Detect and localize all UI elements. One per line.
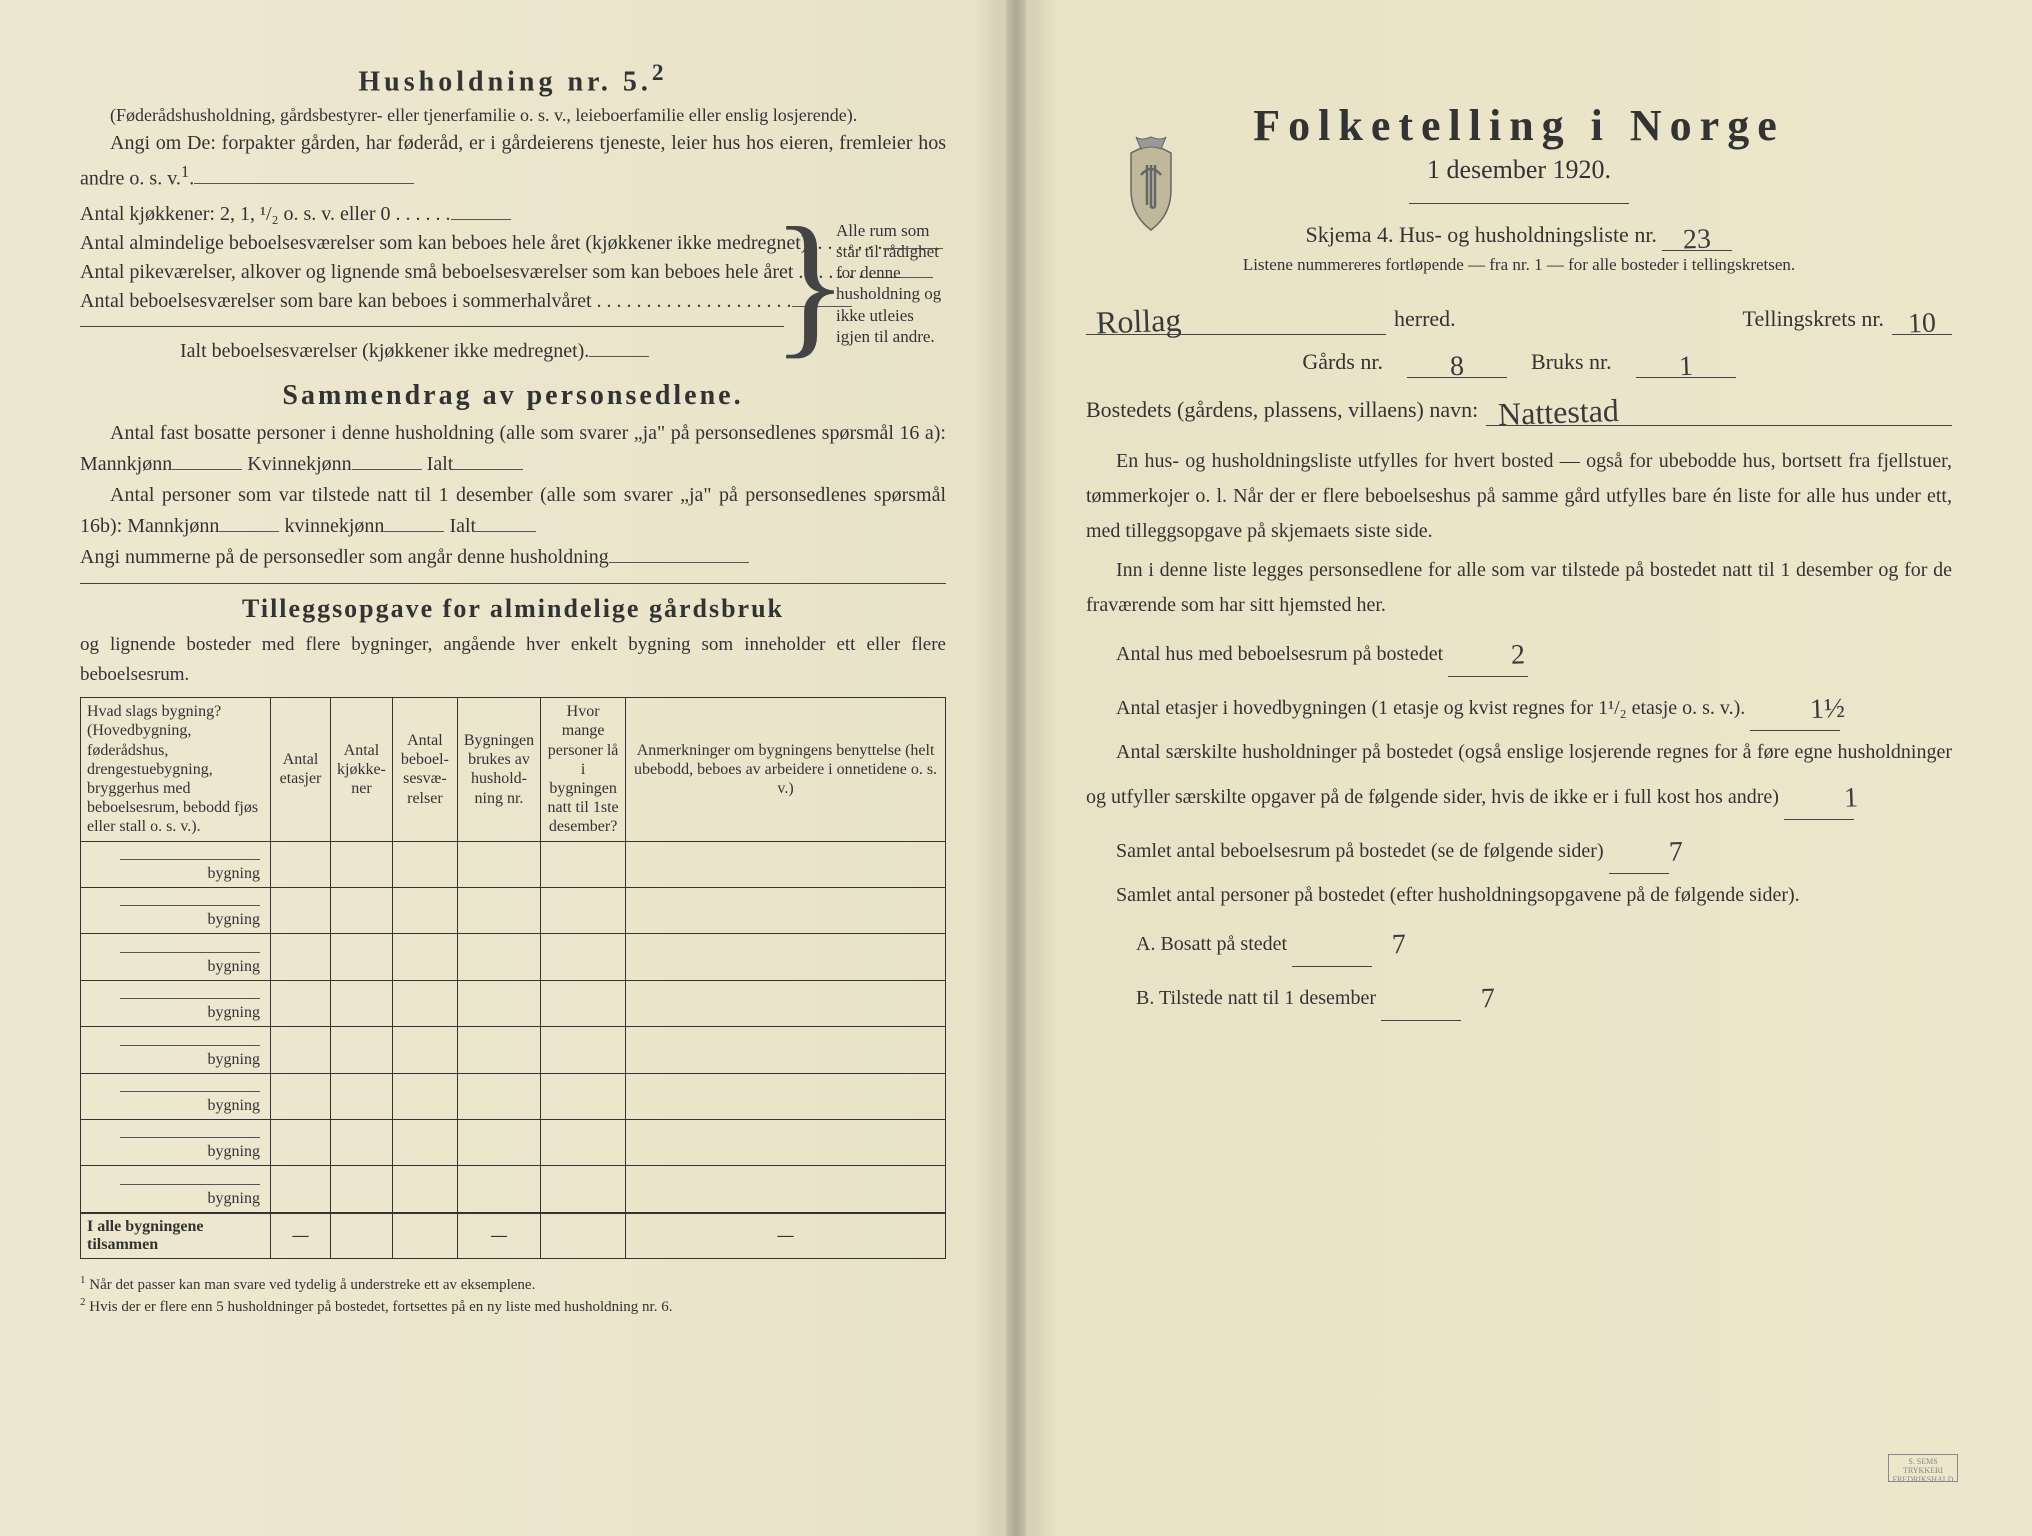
krets-nr-value: 10 [1907, 308, 1936, 341]
table-row: bygning [81, 1119, 946, 1165]
bruks-nr-value: 1 [1678, 351, 1693, 383]
herred-value: Rollag [1095, 302, 1182, 342]
th-kjokken: Antal kjøkke­ner [331, 698, 393, 841]
main-title: Folketelling i Norge [1086, 100, 1952, 151]
tilstede-line: B. Tilstede natt til 1 desember 7 [1086, 971, 1952, 1021]
document-spread: Husholdning nr. 5.2 (Føderådshusholdning… [0, 0, 2032, 1536]
table-row: bygning [81, 841, 946, 887]
footnotes: 1 Når det passer kan man svare ved tydel… [80, 1273, 946, 1318]
heading-sup: 2 [652, 60, 668, 86]
samlet-pers-line: Samlet antal personer på bostedet (efter… [1086, 878, 1952, 913]
table-row: bygning [81, 1027, 946, 1073]
tillegg-heading: Tilleggsopgave for almindelige gårdsbruk [80, 594, 946, 624]
sammendrag-p3: Angi nummerne på de personsedler som ang… [80, 542, 946, 573]
samlet-rum-value: 7 [1638, 827, 1684, 878]
bygning-table: Hvad slags bygning? (Hovedbygning, føder… [80, 697, 946, 1258]
sammendrag-p2: Antal personer som var tilstede natt til… [80, 480, 946, 542]
coat-of-arms-icon [1111, 135, 1191, 235]
bygning-tbody: bygning bygning bygning bygning bygning … [81, 841, 946, 1258]
date-subtitle: 1 desember 1920. [1086, 155, 1952, 185]
etasjer-value: 1½ [1779, 684, 1846, 735]
para2: Inn i denne liste legges personsedlene f… [1086, 553, 1952, 623]
rooms-block: Antal kjøkkener: 2, 1, ¹/₂ o. s. v. elle… [80, 200, 946, 366]
room-row: Antal almindelige beboelsesværelser som … [80, 229, 784, 258]
etasjer-line: Antal etasjer i hovedbygningen (1 etasje… [1086, 681, 1952, 731]
bosted-value: Nattestad [1498, 392, 1620, 433]
th-type: Hvad slags bygning? (Hovedbygning, føder… [81, 698, 271, 841]
skjema-line: Skjema 4. Hus- og husholdningsliste nr. … [1086, 218, 1952, 251]
th-anmerk: Anmerkninger om bygnin­gens benyttelse (… [626, 698, 946, 841]
skjema-nr-value: 23 [1683, 224, 1712, 257]
antal-hus-line: Antal hus med beboelsesrum på bostedet 2 [1086, 627, 1952, 677]
right-body-text: En hus- og husholdningsliste utfylles fo… [1086, 444, 1952, 1021]
saerskilte-line: Antal særskilte husholdninger på bostede… [1086, 735, 1952, 820]
th-bebo: Antal beboel­sesvæ­relser [392, 698, 457, 841]
brace-text: Alle rum som står til rådighet for denne… [836, 200, 946, 366]
room-total: Ialt beboelsesværelser (kjøkkener ikke m… [80, 337, 784, 366]
th-personer: Hvor mange personer lå i bygningen natt … [541, 698, 626, 841]
left-page: Husholdning nr. 5.2 (Føderådshusholdning… [0, 0, 1016, 1536]
sub-note: (Føderådshusholdning, gårdsbestyrer- ell… [80, 104, 946, 127]
husholdning-heading: Husholdning nr. 5.2 [80, 60, 946, 98]
sammendrag-heading: Sammendrag av personsedlene. [80, 380, 946, 412]
gards-row: Gårds nr. 8 Bruks nr. 1 [1086, 345, 1952, 378]
table-row: bygning [81, 1166, 946, 1213]
room-row: Antal beboelsesværelser som bare kan beb… [80, 287, 784, 316]
angi-text: Angi om De: forpakter gården, har føderå… [80, 128, 946, 195]
herred-row: Rollag herred. Tellingskrets nr. 10 [1086, 297, 1952, 335]
table-row: bygning [81, 980, 946, 1026]
th-etasjer: Antal etasjer [271, 698, 331, 841]
antal-hus-value: 2 [1480, 630, 1526, 681]
table-row: bygning [81, 1073, 946, 1119]
saerskilte-value: 1 [1813, 773, 1859, 824]
table-row: bygning [81, 887, 946, 933]
table-total-row: I alle bygningene tilsammen——— [81, 1213, 946, 1259]
brace-icon: } [796, 200, 824, 366]
th-brukes: Bygningen brukes av hushold­ning nr. [457, 698, 540, 841]
right-page: Folketelling i Norge 1 desember 1920. Sk… [1016, 0, 2032, 1536]
room-row: Antal kjøkkener: 2, 1, ¹/₂ o. s. v. elle… [80, 200, 784, 229]
sammendrag-p1: Antal fast bosatte personer i denne hush… [80, 418, 946, 480]
bosatt-value: 7 [1341, 920, 1407, 971]
bosted-row: Bostedets (gårdens, plassens, villaens) … [1086, 388, 1952, 426]
table-row: bygning [81, 934, 946, 980]
gards-nr-value: 8 [1449, 351, 1464, 383]
room-row: Antal pikeværelser, alkover og lignende … [80, 258, 784, 287]
samlet-rum-line: Samlet antal beboelsesrum på bostedet (s… [1086, 824, 1952, 874]
bosatt-line: A. Bosatt på stedet 7 [1086, 917, 1952, 967]
rooms-left: Antal kjøkkener: 2, 1, ¹/₂ o. s. v. elle… [80, 200, 784, 366]
para1: En hus- og husholdningsliste utfylles fo… [1086, 444, 1952, 549]
tillegg-sub: og lignende bosteder med flere bygninger… [80, 630, 946, 689]
listene-note: Listene nummereres fortløpende — fra nr.… [1086, 255, 1952, 275]
printer-stamp: S. SEMS TRYKKERI FREDRIKSHALD [1888, 1454, 1958, 1482]
tilstede-value: 7 [1430, 974, 1496, 1025]
